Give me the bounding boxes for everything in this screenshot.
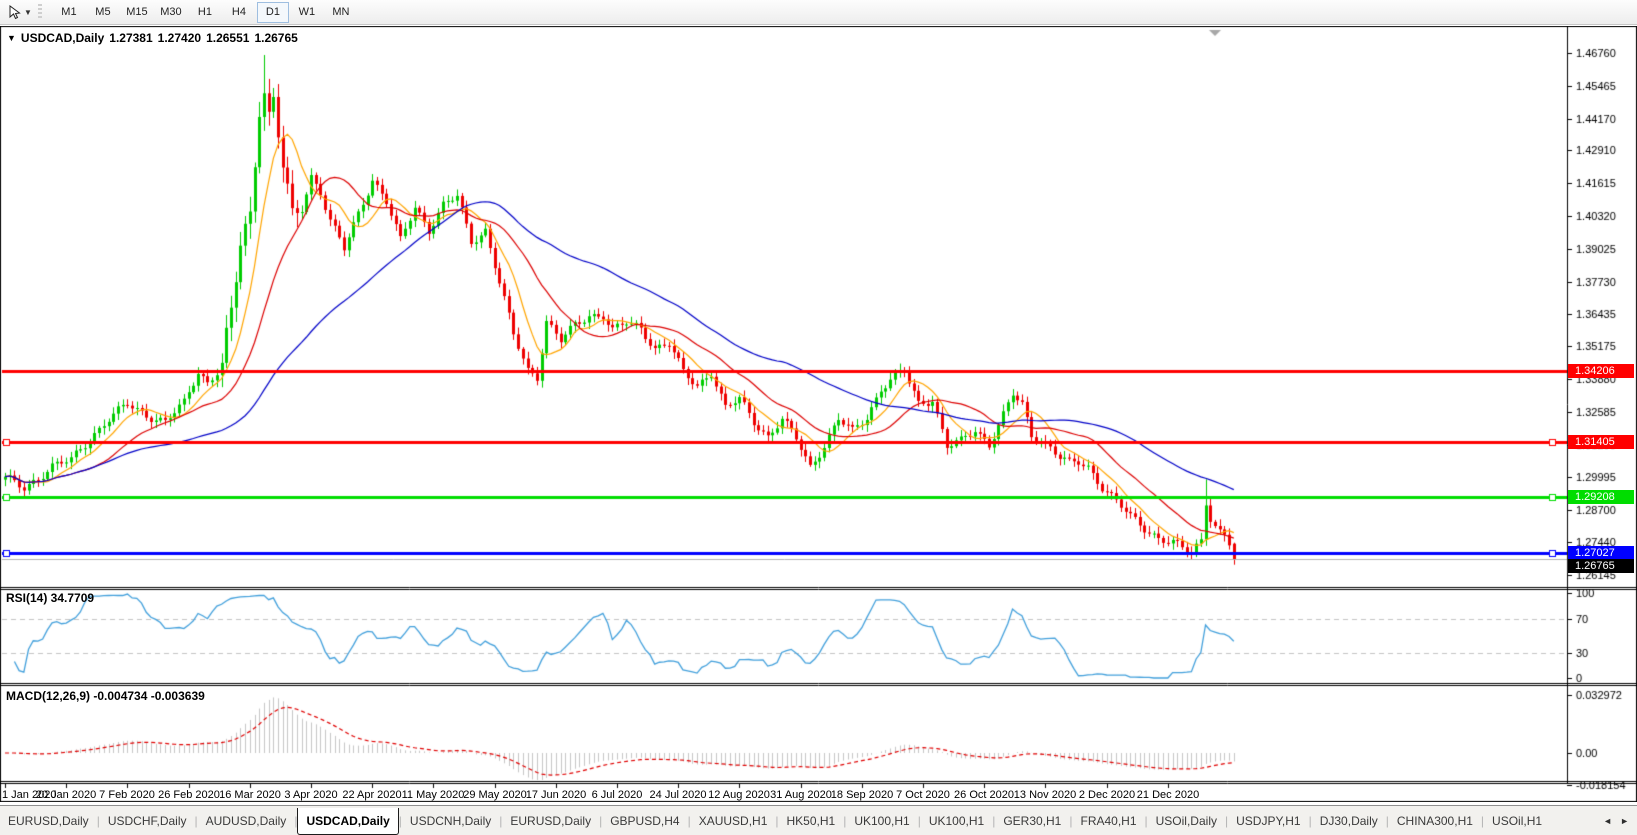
date-axis-label: 1 Jan 2020 [2,789,57,801]
timeframe-button-d1[interactable]: D1 [256,1,289,23]
tab-separator: | [96,814,100,828]
timeframe-button-m1[interactable]: M1 [61,5,77,18]
chart-tab-uk100-h1[interactable]: UK100,H1 [854,814,910,828]
chart-tab-usdjpy-h1[interactable]: USDJPY,H1 [1236,814,1301,828]
tab-separator: | [599,814,603,828]
timeframe-buttons: M1 M5 M15 M30 H1 H4 D1 W1 MN [52,1,358,23]
tab-scroll-right-icon[interactable]: ► [1620,816,1629,826]
tab-separator: | [687,814,691,828]
chart-tab-eurusd-daily[interactable]: EURUSD,Daily [510,814,592,828]
chart-tab-uk100-h1[interactable]: UK100,H1 [928,814,985,828]
chart-tab-ger30-h1[interactable]: GER30,H1 [1003,814,1062,828]
tab-separator: | [917,814,921,828]
pointer-cursor-icon [9,4,21,19]
date-axis-label: 18 Sep 2020 [830,789,894,801]
date-axis-label: 2 Dec 2020 [1078,789,1136,801]
ohlc-open: 1.27381 [109,31,153,45]
timeframe-button-m15[interactable]: M15 [126,5,148,18]
ohlc-low: 1.26551 [206,31,250,45]
chart-tab-hk50-h1[interactable]: HK50,H1 [786,814,836,828]
ohlc-high: 1.27420 [157,31,202,45]
timeframe-button-w1[interactable]: W1 [298,5,316,18]
tab-separator: | [1480,814,1485,828]
timeframe-button-m5[interactable]: M5 [95,5,111,18]
timeframe-toolbar: ▼ M1 M5 M15 M30 H1 H4 D1 W1 MN [0,0,1637,25]
chart-tab-china300-h1[interactable]: CHINA300,H1 [1396,814,1473,828]
date-axis-label: 22 Apr 2020 [342,789,402,801]
hline-price-label: 1.29208 [1568,490,1634,504]
date-axis-label: 6 Jul 2020 [591,789,643,801]
tab-separator: | [294,814,298,828]
tab-separator: | [194,814,198,828]
rsi-indicator-label: RSI(14) 34.7709 [6,591,95,605]
chart-tab-usdcad-daily[interactable]: USDCAD,Daily [297,807,399,835]
chart-tab-bar: EURUSD,Daily | USDCHF,Daily | AUDUSD,Daily | U… [0,805,1637,835]
hline-price-label: 1.34206 [1568,364,1634,378]
tab-separator: | [992,814,996,828]
date-axis-label: 11 May 2020 [401,789,465,801]
timeframe-button-h4[interactable]: H4 [231,5,246,18]
tab-separator: | [1308,814,1312,828]
date-axis-label: 13 Nov 2020 [1013,789,1077,801]
date-axis-label: 20 Jan 2020 [35,789,97,801]
chart-tab-xauusd-h1[interactable]: XAUUSD,H1 [698,814,768,828]
macd-indicator-label: MACD(12,26,9) -0.004734 -0.003639 [6,689,205,703]
date-axis-label: 17 Jun 2020 [525,789,587,801]
pointer-tool-button[interactable]: ▼ [4,3,36,22]
chart-tab-usoil-h1[interactable]: USOil,H1 [1492,814,1543,828]
timeframe-button-mn[interactable]: MN [332,5,350,18]
date-axis-label: 16 Mar 2020 [219,789,281,801]
tab-separator: | [1224,814,1229,828]
tab-separator: | [843,814,847,828]
date-axis-label: 21 Dec 2020 [1136,789,1200,801]
tab-separator: | [1385,814,1389,828]
tab-separator: | [775,814,779,828]
chart-tab-fra40-h1[interactable]: FRA40,H1 [1080,814,1137,828]
tab-separator: | [1069,814,1073,828]
chart-tab-usdcnh-daily[interactable]: USDCNH,Daily [409,814,492,828]
tab-scroll-buttons: ◄ ► [1597,806,1635,835]
chart-tab-gbpusd-h4[interactable]: GBPUSD,H4 [610,814,680,828]
hline-price-label: 1.31405 [1568,435,1634,449]
chart-menu-icon[interactable]: ▼ [7,33,16,43]
date-axis-label: 24 Jul 2020 [649,789,707,801]
chart-tab-eurusd-daily[interactable]: EURUSD,Daily [8,814,89,828]
timeframe-button-h1[interactable]: H1 [197,5,212,18]
tab-separator: | [499,814,503,828]
chart-tab-usdchf-daily[interactable]: USDCHF,Daily [107,814,187,828]
chart-tab-dj30-daily[interactable]: DJ30,Daily [1319,814,1378,828]
chart-window: ▼ USDCAD,Daily 1.27381 1.27420 1.26551 1… [0,26,1637,802]
date-axis-label: 26 Feb 2020 [158,789,220,801]
toolbar-grip-handle[interactable] [37,4,42,20]
date-axis-label: 26 Oct 2020 [954,789,1014,801]
date-axis-label: 3 Apr 2020 [284,789,338,801]
date-axis-label: 29 May 2020 [463,789,527,801]
date-axis-label: 7 Feb 2020 [99,789,155,801]
chart-symbol-period: USDCAD,Daily [20,31,105,45]
tab-separator: | [1144,814,1148,828]
ohlc-close: 1.26765 [254,31,298,45]
tab-separator: | [398,814,402,828]
timeframe-button-m30[interactable]: M30 [160,5,182,18]
date-axis-label: 12 Aug 2020 [708,789,770,801]
chevron-down-icon[interactable]: ▼ [24,7,32,17]
chart-tab-audusd-daily[interactable]: AUDUSD,Daily [205,814,287,828]
current-price-label: 1.26765 [1568,559,1634,573]
price-chart-canvas[interactable] [0,26,1637,802]
date-axis-label: 7 Oct 2020 [896,789,950,801]
chart-title: ▼ USDCAD,Daily 1.27381 1.27420 1.26551 1… [7,31,298,45]
date-axis-label: 31 Aug 2020 [770,789,832,801]
hline-price-label: 1.27027 [1568,546,1634,560]
tab-scroll-left-icon[interactable]: ◄ [1603,816,1613,826]
chart-tab-usoil-daily[interactable]: USOil,Daily [1155,814,1217,828]
